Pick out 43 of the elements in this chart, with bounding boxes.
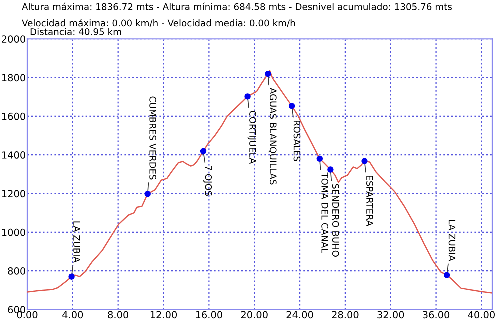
- point: [288, 103, 296, 110]
- annotation: ESPARTERA: [366, 176, 374, 226]
- annotation: 7 OJOS: [204, 166, 212, 196]
- point: [265, 71, 272, 78]
- point: [244, 94, 251, 100]
- annotation: ROSALES: [294, 120, 301, 162]
- text: Distancia: 40.95 km: [30, 28, 122, 36]
- y-tick-label: 1400: [2, 152, 26, 159]
- annotation: CUMBRES VERDES: [150, 96, 156, 180]
- annotation: AGUAS BLANQUILLAS: [268, 88, 277, 185]
- chart-title: Altura máxima: 1836.72 mts - Altura mínima: 684.58 mts - Desnivel acumulado: 1305.76 mts: [22, 2, 452, 10]
- x-tick-label: 40.00: [468, 311, 495, 319]
- x-tick-label: 20.00: [241, 311, 268, 319]
- point: [200, 148, 207, 155]
- x-tick-label: 8.00: [108, 311, 129, 319]
- x-tick-label: 32.00: [378, 311, 404, 319]
- x-tick-label: 16.00: [196, 311, 222, 319]
- annotation: SENDERO BUHO: [332, 184, 340, 257]
- line-series: [28, 70, 492, 294]
- chart-subtitle: Velocidad máxima: 0.00 km/h - Velocidad media: 0.00 km/h: [22, 19, 296, 28]
- y-tick-label: 1800: [2, 74, 26, 82]
- point: [144, 191, 151, 198]
- y-tick-label: 800: [8, 268, 26, 275]
- point: [444, 272, 450, 278]
- point: [362, 158, 368, 164]
- x-tick-label: 28.00: [332, 311, 359, 319]
- x-tick-label: 4.00: [62, 311, 84, 319]
- annotation: CORTIJUELA: [248, 111, 256, 164]
- point: [328, 166, 334, 173]
- annotation: LA ZUBIA: [448, 220, 456, 262]
- y-tick-label: 2000: [2, 36, 26, 43]
- x-tick-label: 0.00: [17, 311, 38, 319]
- y-tick-label: 1000: [2, 228, 26, 236]
- point: [316, 156, 323, 162]
- y-tick-label: 1200: [2, 190, 26, 198]
- x-tick-label: 24.00: [286, 311, 314, 319]
- y-tick-label: 1600: [2, 112, 26, 120]
- x-tick-label: 12.00: [150, 311, 178, 319]
- annotation: TOMA DEL CANAL: [322, 172, 328, 254]
- y-tick-label: 600: [8, 306, 26, 314]
- point: [68, 274, 75, 280]
- annotation: LA ZUBIA: [74, 222, 80, 263]
- x-tick-label: 36.00: [423, 311, 450, 319]
